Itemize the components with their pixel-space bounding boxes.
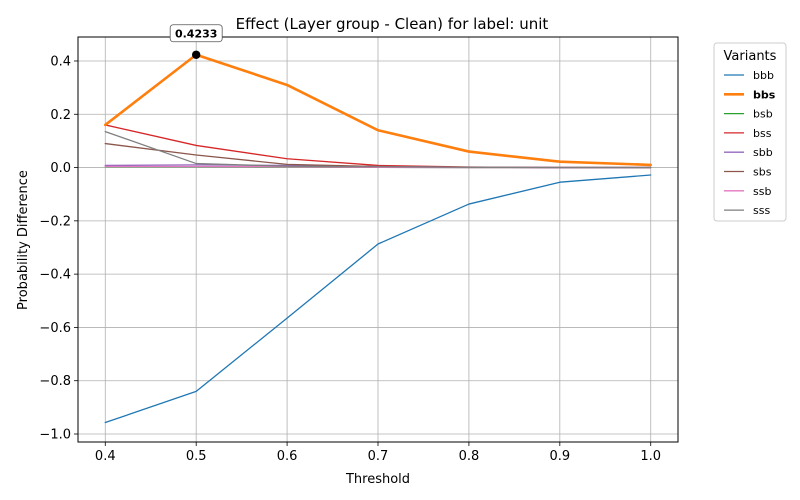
y-tick-label: 0.4 bbox=[50, 54, 71, 69]
legend-label-bss: bss bbox=[753, 127, 772, 140]
y-tick-label: 0.0 bbox=[50, 161, 71, 176]
annotation-box bbox=[169, 24, 223, 43]
x-tick-label: 0.9 bbox=[549, 449, 570, 464]
y-tick-label: −0.4 bbox=[39, 268, 71, 283]
peak-annotation: 0.4233 bbox=[169, 24, 223, 59]
series-line-sss bbox=[104, 130, 652, 169]
y-tick-label: −1.0 bbox=[39, 428, 71, 443]
grid bbox=[78, 37, 678, 442]
y-tick-label: 0.2 bbox=[50, 108, 71, 123]
x-tick-label: 0.6 bbox=[277, 449, 298, 464]
chart-title: Effect (Layer group - Clean) for label: … bbox=[236, 15, 549, 33]
x-tick-label: 0.7 bbox=[368, 449, 389, 464]
legend-label-sbs: sbs bbox=[753, 166, 772, 179]
legend-label-bbb: bbb bbox=[753, 69, 774, 82]
y-axis-ticks: 0.4 0.2 0.0 −0.2 −0.4 −0.6 −0.8 −1.0 bbox=[39, 54, 78, 443]
x-tick-label: 0.5 bbox=[186, 449, 207, 464]
annotation-label: 0.4233 bbox=[175, 27, 217, 40]
y-tick-label: −0.8 bbox=[39, 374, 71, 389]
legend-label-bbs: bbs bbox=[753, 88, 776, 101]
legend-box bbox=[713, 42, 787, 222]
legend-title: Variants bbox=[724, 49, 777, 64]
legend-label-sss: sss bbox=[753, 204, 770, 217]
peak-marker bbox=[191, 50, 201, 59]
legend-label-bsb: bsb bbox=[753, 108, 773, 121]
legend-label-ssb: ssb bbox=[753, 185, 771, 198]
series-lines bbox=[103, 53, 653, 424]
y-tick-label: −0.6 bbox=[39, 321, 71, 336]
x-axis-label: Threshold bbox=[345, 472, 410, 487]
legend-label-sbb: sbb bbox=[753, 146, 773, 159]
x-tick-label: 0.8 bbox=[459, 449, 480, 464]
series-line-bbb bbox=[104, 174, 652, 424]
x-tick-label: 0.4 bbox=[95, 449, 116, 464]
y-axis-label: Probability Difference bbox=[16, 170, 31, 310]
x-tick-label: 1.0 bbox=[640, 449, 661, 464]
y-tick-label: −0.2 bbox=[39, 214, 71, 229]
legend: Variants bbb bbs bsb bss sbb sbs ssb sss bbox=[713, 42, 787, 222]
x-axis-ticks: 0.4 0.5 0.6 0.7 0.8 0.9 1.0 bbox=[95, 442, 661, 464]
